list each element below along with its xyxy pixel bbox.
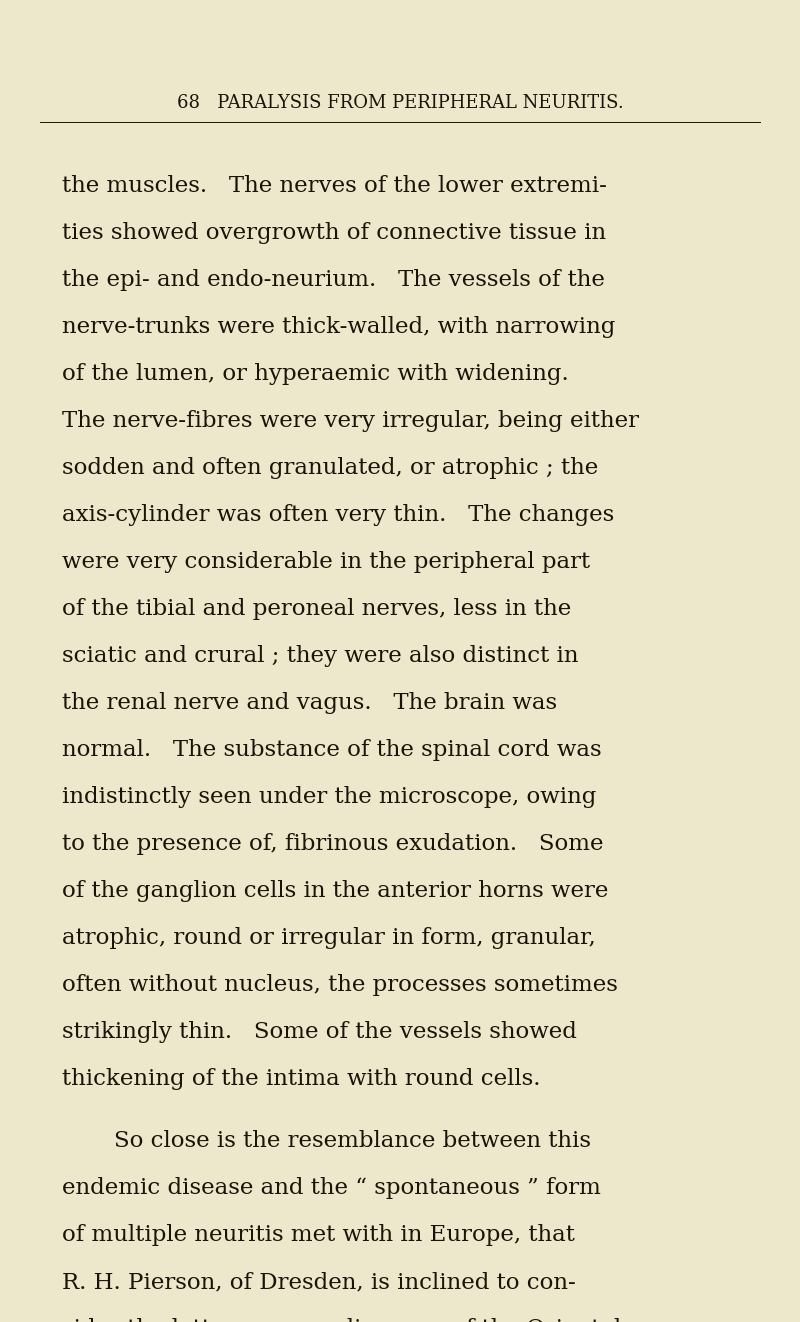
Text: The nerve-fibres were very irregular, being either: The nerve-fibres were very irregular, be… [62, 410, 639, 432]
Text: of the tibial and peroneal nerves, less in the: of the tibial and peroneal nerves, less … [62, 598, 571, 620]
Text: sciatic and crural ; they were also distinct in: sciatic and crural ; they were also dist… [62, 645, 578, 668]
Text: often without nucleus, the processes sometimes: often without nucleus, the processes som… [62, 974, 618, 995]
Text: were very considerable in the peripheral part: were very considerable in the peripheral… [62, 551, 590, 572]
Text: nerve-trunks were thick-walled, with narrowing: nerve-trunks were thick-walled, with nar… [62, 316, 615, 338]
Text: axis-cylinder was often very thin.   The changes: axis-cylinder was often very thin. The c… [62, 504, 614, 526]
Text: 68   PARALYSIS FROM PERIPHERAL NEURITIS.: 68 PARALYSIS FROM PERIPHERAL NEURITIS. [177, 94, 623, 112]
Text: endemic disease and the “ spontaneous ” form: endemic disease and the “ spontaneous ” … [62, 1177, 601, 1199]
Text: atrophic, round or irregular in form, granular,: atrophic, round or irregular in form, gr… [62, 927, 596, 949]
Text: of multiple neuritis met with in Europe, that: of multiple neuritis met with in Europe,… [62, 1224, 575, 1247]
Text: of the ganglion cells in the anterior horns were: of the ganglion cells in the anterior ho… [62, 880, 608, 902]
Text: the epi- and endo-neurium.   The vessels of the: the epi- and endo-neurium. The vessels o… [62, 268, 605, 291]
Text: to the presence of, fibrinous exudation.   Some: to the presence of, fibrinous exudation.… [62, 833, 603, 855]
Text: the renal nerve and vagus.   The brain was: the renal nerve and vagus. The brain was [62, 691, 557, 714]
Text: R. H. Pierson, of Dresden, is inclined to con-: R. H. Pierson, of Dresden, is inclined t… [62, 1270, 576, 1293]
Text: sodden and often granulated, or atrophic ; the: sodden and often granulated, or atrophic… [62, 457, 598, 479]
Text: sider the latter as sporadic cases of the Oriental: sider the latter as sporadic cases of th… [62, 1318, 622, 1322]
Text: indistinctly seen under the microscope, owing: indistinctly seen under the microscope, … [62, 787, 596, 808]
Text: of the lumen, or hyperaemic with widening.: of the lumen, or hyperaemic with widenin… [62, 364, 569, 385]
Text: normal.   The substance of the spinal cord was: normal. The substance of the spinal cord… [62, 739, 602, 761]
Text: ties showed overgrowth of connective tissue in: ties showed overgrowth of connective tis… [62, 222, 606, 245]
Text: thickening of the intima with round cells.: thickening of the intima with round cell… [62, 1068, 541, 1091]
Text: So close is the resemblance between this: So close is the resemblance between this [114, 1130, 591, 1151]
Text: strikingly thin.   Some of the vessels showed: strikingly thin. Some of the vessels sho… [62, 1021, 577, 1043]
Text: the muscles.   The nerves of the lower extremi-: the muscles. The nerves of the lower ext… [62, 175, 607, 197]
